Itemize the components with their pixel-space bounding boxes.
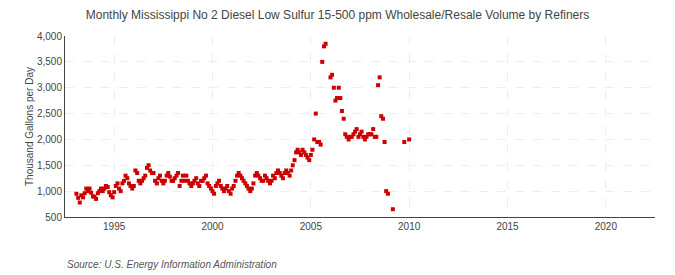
svg-text:3,000: 3,000 <box>37 82 62 93</box>
svg-text:1,000: 1,000 <box>37 186 62 197</box>
svg-text:2000: 2000 <box>201 221 224 232</box>
svg-text:1995: 1995 <box>103 221 126 232</box>
svg-text:2005: 2005 <box>300 221 323 232</box>
svg-text:2015: 2015 <box>496 221 519 232</box>
svg-text:3,500: 3,500 <box>37 56 62 67</box>
svg-text:Monthly Mississippi No 2 Diese: Monthly Mississippi No 2 Diesel Low Sulf… <box>86 8 590 22</box>
svg-text:2020: 2020 <box>595 221 618 232</box>
svg-text:4,000: 4,000 <box>37 31 62 42</box>
svg-text:500: 500 <box>45 212 62 223</box>
svg-text:1,500: 1,500 <box>37 160 62 171</box>
svg-text:2010: 2010 <box>398 221 421 232</box>
svg-text:2,000: 2,000 <box>37 134 62 145</box>
svg-text:2,500: 2,500 <box>37 108 62 119</box>
svg-text:Source: U.S. Energy Informatio: Source: U.S. Energy Information Administ… <box>67 259 277 270</box>
svg-text:Thousand Gallons per Day: Thousand Gallons per Day <box>24 67 35 186</box>
